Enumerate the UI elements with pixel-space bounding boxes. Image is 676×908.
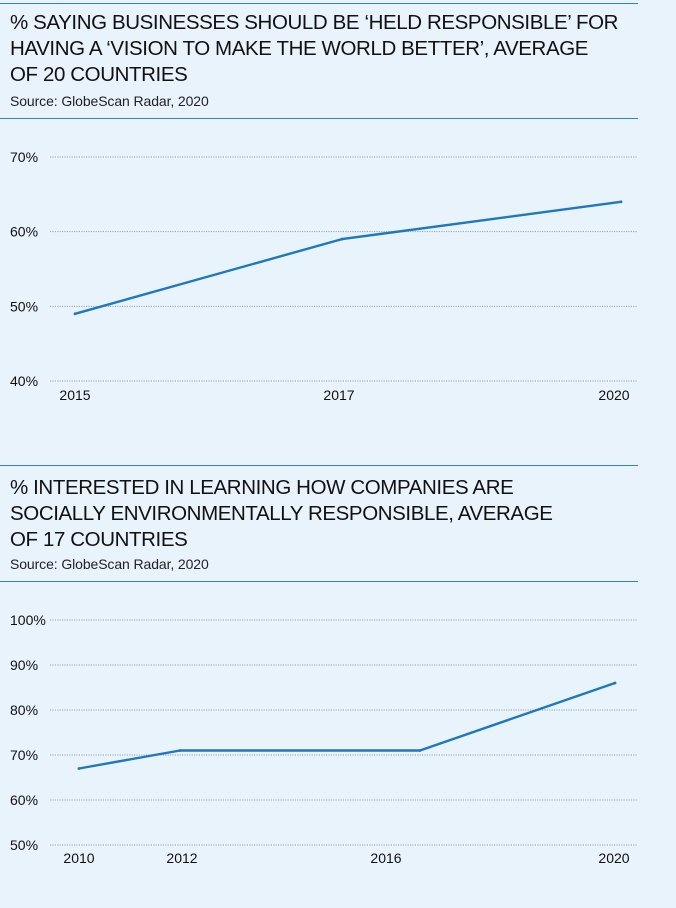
- chart-1-data-point: [340, 237, 344, 241]
- chart-2-x-tick-label: 2016: [370, 850, 401, 866]
- top-rule: [0, 3, 638, 4]
- chart-2-y-tick-label: 90%: [10, 657, 38, 673]
- chart-2-x-tick-label: 2012: [166, 850, 197, 866]
- chart-1-title-line-1: % SAYING BUSINESSES SHOULD BE ‘HELD RESP…: [10, 11, 619, 34]
- chart-1-y-tick-label: 40%: [10, 373, 38, 389]
- chart-2-x-tick-label: 2010: [63, 850, 94, 866]
- chart-1-plot: 70% 60% 50% 40% 2015 2017 2020: [10, 149, 638, 403]
- chart-2-series-line: [77, 681, 617, 770]
- chart-1-x-tick-label: 2015: [59, 387, 90, 403]
- chart-1-series-line: [73, 200, 623, 316]
- chart-1-source: Source: GlobeScan Radar, 2020: [10, 93, 209, 109]
- chart-2-title: % INTERESTED IN LEARNING HOW COMPANIES A…: [10, 475, 630, 553]
- chart-2-y-tick-label: 80%: [10, 702, 38, 718]
- chart-1-title-line-2: HAVING A ‘VISION TO MAKE THE WORLD BETTE…: [10, 37, 589, 60]
- chart-1-title-line-3: OF 20 COUNTRIES: [10, 63, 188, 86]
- chart-1-y-tick-label: 60%: [10, 224, 38, 240]
- chart-2-y-tick-label: 100%: [10, 612, 46, 628]
- chart-1-x-tick-label: 2017: [323, 387, 354, 403]
- chart-2-data-point: [613, 681, 617, 685]
- chart-2-y-tick-label: 50%: [10, 837, 38, 853]
- chart-2-data-point: [178, 749, 182, 752]
- chart-1-y-tick-label: 50%: [10, 298, 38, 314]
- chart-2-header-rule: [0, 581, 638, 582]
- chart-2-data-point: [77, 767, 81, 770]
- chart-2-x-tick-label: 2020: [598, 850, 629, 866]
- chart-1-y-tick-label: 70%: [10, 149, 38, 165]
- chart-2-title-line-1: % INTERESTED IN LEARNING HOW COMPANIES A…: [10, 476, 514, 499]
- chart-1-x-tick-label: 2020: [598, 387, 629, 403]
- chart-2-y-tick-label: 70%: [10, 747, 38, 763]
- section-divider-rule: [0, 465, 638, 466]
- chart-2-title-line-3: OF 17 COUNTRIES: [10, 528, 188, 551]
- chart-1-title: % SAYING BUSINESSES SHOULD BE ‘HELD RESP…: [10, 10, 630, 88]
- chart-2-y-tick-label: 60%: [10, 792, 38, 808]
- chart-2-source: Source: GlobeScan Radar, 2020: [10, 556, 209, 572]
- chart-1-header-rule: [0, 118, 638, 119]
- chart-2-data-point: [418, 749, 422, 752]
- chart-2-title-line-2: SOCIALLY ENVIRONMENTALLY RESPONSIBLE, AV…: [10, 502, 553, 525]
- chart-2-plot: 100% 90% 80% 70% 60% 50% 2010 2012 2016 2020: [10, 612, 638, 866]
- chart-1-data-point: [619, 200, 623, 204]
- chart-1-data-point: [73, 312, 77, 316]
